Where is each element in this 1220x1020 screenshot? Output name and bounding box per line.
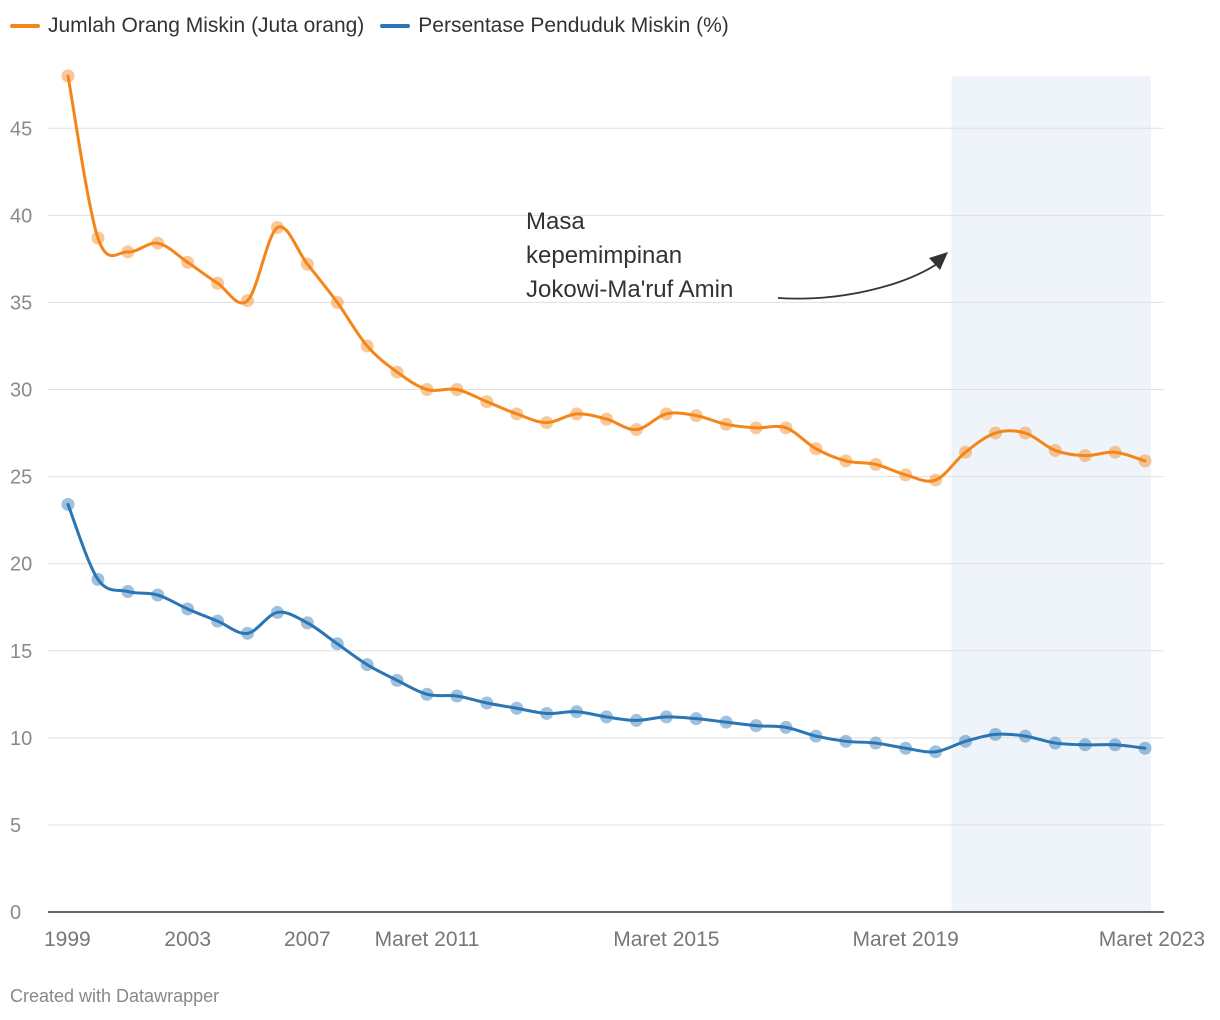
annotation-text: Masa kepemimpinan Jokowi-Ma'ruf Amin — [526, 208, 733, 303]
series-line — [66, 502, 1147, 754]
legend-swatch-blue — [380, 24, 411, 28]
highlight-region — [951, 76, 1151, 912]
series-persentase — [61, 497, 1152, 759]
series-jumlah — [61, 69, 1152, 487]
annotation: Masa kepemimpinan Jokowi-Ma'ruf Amin — [526, 208, 948, 303]
y-tick-label: 20 — [10, 554, 32, 576]
x-tick-label: Maret 2019 — [853, 928, 959, 951]
annotation-line-2: kepemimpinan — [526, 242, 682, 269]
legend: Jumlah Orang Miskin (Juta orang) Persent… — [10, 14, 745, 38]
x-tick-label: Maret 2023 — [1099, 928, 1205, 951]
y-tick-label: 10 — [10, 728, 32, 750]
x-tick-label: 2003 — [164, 928, 211, 951]
legend-swatch-orange — [10, 24, 40, 28]
y-tick-label: 0 — [10, 902, 21, 924]
legend-item-persentase: Persentase Penduduk Miskin (%) — [380, 14, 729, 38]
y-tick-label: 30 — [10, 380, 32, 402]
legend-label: Jumlah Orang Miskin (Juta orang) — [48, 14, 365, 37]
annotation-line-1: Masa — [526, 208, 585, 235]
legend-item-jumlah: Jumlah Orang Miskin (Juta orang) — [10, 14, 364, 38]
y-tick-label: 5 — [10, 815, 21, 837]
y-axis-ticks: 0 5 10 15 20 25 30 35 40 45 — [10, 118, 32, 924]
x-tick-label: Maret 2015 — [613, 928, 719, 951]
y-tick-label: 40 — [10, 205, 32, 227]
y-tick-label: 45 — [10, 118, 32, 140]
gridlines — [48, 127, 1164, 826]
legend-label: Persentase Penduduk Miskin (%) — [418, 14, 729, 37]
arrowhead-icon — [929, 252, 948, 270]
footer-credit: Created with Datawrapper — [10, 986, 220, 1006]
x-tick-label: 2007 — [284, 928, 331, 951]
annotation-arrow-icon — [777, 261, 941, 300]
annotation-line-3: Jokowi-Ma'ruf Amin — [526, 276, 733, 303]
highlight-band — [951, 76, 1151, 912]
series-line — [66, 74, 1147, 483]
y-tick-label: 35 — [10, 292, 32, 314]
x-tick-label: Maret 2011 — [375, 928, 480, 951]
series — [61, 69, 1152, 759]
x-tick-label: 1999 — [44, 928, 91, 951]
y-tick-label: 25 — [10, 467, 32, 489]
x-axis-ticks: 1999 2003 2007 Maret 2011 Maret 2015 Maret 20… — [44, 928, 1205, 951]
y-tick-label: 15 — [10, 641, 32, 663]
